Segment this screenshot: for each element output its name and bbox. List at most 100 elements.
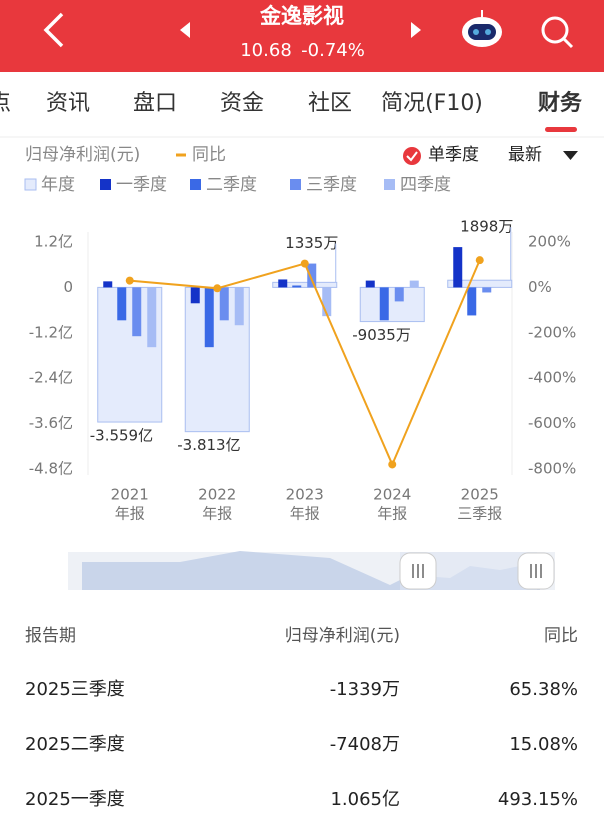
yoy-point <box>388 460 397 469</box>
y-tick-label: -1.2亿 <box>29 323 73 341</box>
single-quarter-toggle[interactable]: 单季度 <box>403 145 479 165</box>
y2-tick-label: 200% <box>528 233 571 251</box>
y2-tick-label: -600% <box>528 414 576 432</box>
x-tick-label: 2024 <box>373 486 411 504</box>
legend-swatch <box>24 178 37 191</box>
yoy-point <box>475 256 484 265</box>
legend-swatch <box>100 179 111 190</box>
x-tick-sublabel: 年报 <box>115 505 145 523</box>
dropdown-label: 最新 <box>508 145 542 165</box>
yoy-point <box>300 259 309 268</box>
tab[interactable]: 点 <box>0 91 11 116</box>
tab[interactable]: 财务 <box>538 91 583 116</box>
value-label: 1335万 <box>285 234 338 252</box>
next-stock[interactable] <box>411 22 421 38</box>
quarter-bar <box>117 287 127 321</box>
tab[interactable]: 资讯 <box>46 91 90 116</box>
quarter-bar <box>453 247 463 288</box>
stock-change: -0.74% <box>301 40 365 61</box>
value-label: -9035万 <box>352 326 411 344</box>
stock-price: 10.68 <box>240 40 292 61</box>
y-tick-label: 1.2亿 <box>34 233 73 251</box>
quarter-bar <box>132 287 142 337</box>
legend-label: 三季度 <box>306 175 357 195</box>
table-header: 报告期 <box>25 626 76 646</box>
table-cell: 65.38% <box>509 679 578 700</box>
yoy-point <box>213 284 222 293</box>
quarter-bar <box>322 287 332 317</box>
quarter-bar <box>409 280 419 288</box>
back-button[interactable] <box>43 12 64 48</box>
x-tick-sublabel: 三季报 <box>457 505 502 523</box>
x-tick-label: 2021 <box>111 486 149 504</box>
quarter-bar <box>482 287 492 293</box>
x-tick-sublabel: 年报 <box>377 505 407 523</box>
tab[interactable]: 资金 <box>220 91 264 116</box>
table-header: 同比 <box>544 626 578 646</box>
y-tick-label: -3.6亿 <box>29 414 73 432</box>
x-tick-label: 2025 <box>461 486 499 504</box>
yoy-line <box>129 259 481 467</box>
table-cell: 2025二季度 <box>25 734 125 755</box>
quarter-bar <box>234 287 244 326</box>
stock-name: 金逸影视 <box>259 4 344 28</box>
x-tick-label: 2023 <box>286 486 324 504</box>
yoy-point <box>125 276 134 285</box>
annual-bar <box>447 279 513 288</box>
y2-tick-label: -400% <box>528 369 576 387</box>
range-slider[interactable] <box>68 551 555 590</box>
quarter-bar <box>278 279 288 288</box>
quarter-bar <box>204 287 214 348</box>
period-dropdown[interactable]: 最新 <box>508 145 578 165</box>
quarter-bar <box>103 281 113 288</box>
table-cell: 1.065亿 <box>330 789 400 810</box>
y-tick-label: 0 <box>63 278 73 296</box>
header-bar <box>0 0 604 72</box>
quarter-bar <box>394 287 404 302</box>
quarter-bar <box>365 280 375 288</box>
quarter-bar <box>190 287 200 304</box>
legend-label: 年度 <box>41 175 75 195</box>
legend-label: 同比 <box>192 145 226 165</box>
legend-label: 四季度 <box>400 175 451 195</box>
tab-indicator <box>545 127 577 132</box>
legend-label: 二季度 <box>206 175 257 195</box>
table-cell: 15.08% <box>509 734 578 755</box>
quarter-bar <box>307 263 317 288</box>
y-tick-label: -2.4亿 <box>29 369 73 387</box>
toggle-label: 单季度 <box>428 145 479 165</box>
table-cell: 493.15% <box>498 789 578 810</box>
table-cell: 2025三季度 <box>25 679 125 700</box>
tab[interactable]: 盘口 <box>133 91 177 116</box>
table-cell: 2025一季度 <box>25 789 125 810</box>
annual-bar <box>272 281 338 288</box>
tab[interactable]: 社区 <box>308 91 352 116</box>
table-cell: -1339万 <box>330 679 400 700</box>
x-tick-label: 2022 <box>198 486 236 504</box>
x-tick-sublabel: 年报 <box>290 505 320 523</box>
y-tick-label: -4.8亿 <box>29 460 73 478</box>
legend-swatch <box>190 179 201 190</box>
quarter-bar <box>292 285 302 288</box>
robot-icon[interactable] <box>462 10 502 47</box>
y2-tick-label: -800% <box>528 460 576 478</box>
y2-tick-label: 0% <box>528 278 552 296</box>
table-cell: -7408万 <box>330 734 400 755</box>
legend-swatch <box>290 179 301 190</box>
quarter-bar <box>219 287 229 321</box>
quarter-bar <box>467 287 477 316</box>
y2-tick-label: -200% <box>528 323 576 341</box>
legend-label: 一季度 <box>116 175 167 195</box>
value-label: 1898万 <box>460 218 513 236</box>
search-button[interactable] <box>541 16 574 49</box>
table-header: 归母净利润(元) <box>285 626 400 646</box>
y-label: 归母净利润(元) <box>25 145 140 165</box>
quarter-bar <box>379 287 389 321</box>
quarter-bar <box>147 287 157 348</box>
prev-stock[interactable] <box>180 22 190 38</box>
tab[interactable]: 简况(F10) <box>381 91 483 116</box>
annual-bar <box>359 286 425 323</box>
value-label: -3.813亿 <box>177 436 240 454</box>
value-label: -3.559亿 <box>90 427 153 445</box>
